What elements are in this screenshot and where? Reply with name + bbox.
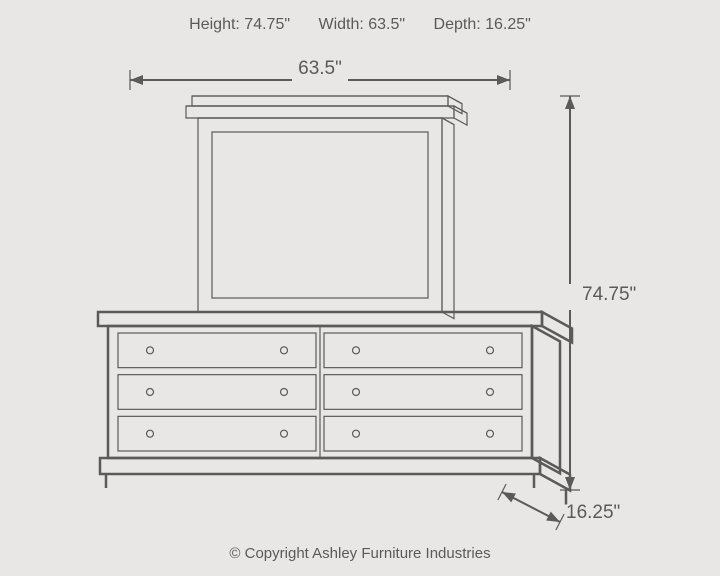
- svg-text:16.25": 16.25": [566, 502, 620, 523]
- copyright-text: © Copyright Ashley Furniture Industries: [0, 545, 720, 562]
- svg-text:74.75": 74.75": [582, 284, 636, 305]
- diagram-svg: 63.5" 74.75" 16.25": [0, 0, 720, 576]
- svg-text:63.5": 63.5": [298, 58, 342, 79]
- furniture-drawing: [98, 96, 572, 505]
- dimension-labels: 63.5" 74.75" 16.25": [298, 58, 636, 523]
